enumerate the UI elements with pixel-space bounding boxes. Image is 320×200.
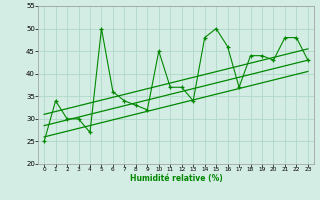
X-axis label: Humidité relative (%): Humidité relative (%): [130, 174, 222, 183]
